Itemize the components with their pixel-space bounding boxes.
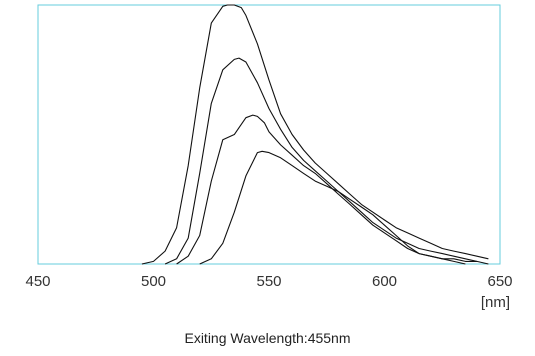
series-line-3: [176, 114, 477, 265]
series-layer: [141, 4, 489, 265]
series-line-1: [141, 4, 489, 265]
x-tick-label: 450: [25, 273, 50, 290]
plot-frame: [37, 4, 501, 265]
x-tick-label: 600: [372, 273, 397, 290]
chart-caption: Exiting Wavelength:455nm: [184, 330, 351, 346]
x-tick-label: 550: [256, 273, 281, 290]
series-line-4: [199, 150, 466, 265]
series-line-2: [164, 57, 489, 265]
x-tick-label: 650: [487, 273, 512, 290]
x-tick-label: 500: [141, 273, 166, 290]
x-tick-labels: 450 500 550 600 650: [25, 273, 512, 290]
x-axis-unit-label: [nm]: [481, 294, 510, 311]
